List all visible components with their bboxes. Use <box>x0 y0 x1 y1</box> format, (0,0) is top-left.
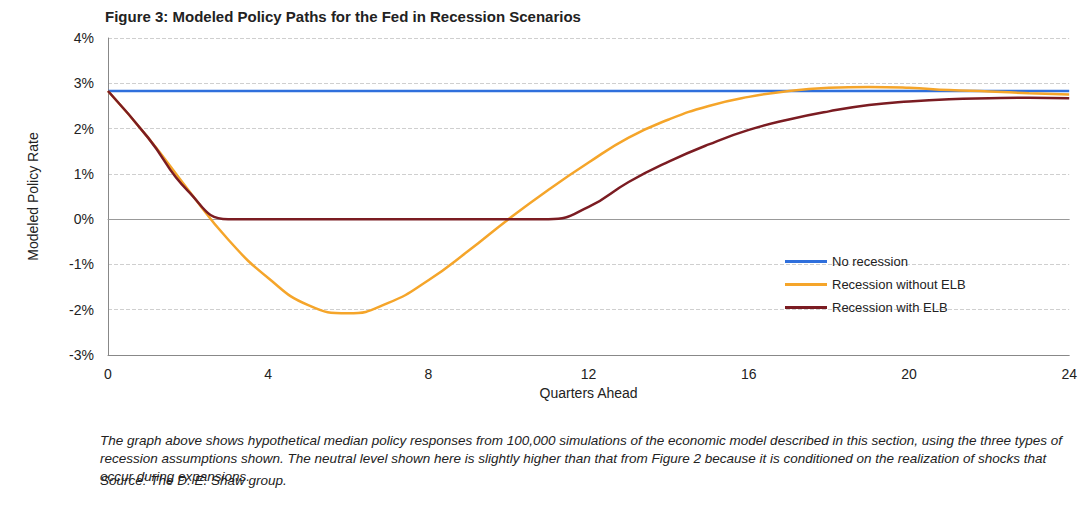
svg-text:4: 4 <box>264 366 272 382</box>
svg-text:No recession: No recession <box>832 254 908 269</box>
html-text:Source: The D. E. Shaw group.: Source: The D. E. Shaw group. <box>100 473 287 488</box>
svg-text:1%: 1% <box>74 166 94 182</box>
svg-text:-1%: -1% <box>69 256 94 272</box>
svg-text:-3%: -3% <box>69 347 94 363</box>
svg-text:8: 8 <box>425 366 433 382</box>
svg-text:-2%: -2% <box>69 302 94 318</box>
svg-text:Recession without ELB: Recession without ELB <box>832 277 966 292</box>
html-text:The graph above shows hypothet: The graph above shows hypothetical media… <box>100 433 1062 484</box>
svg-text:Figure 3: Modeled Policy Paths: Figure 3: Modeled Policy Paths for the F… <box>105 8 581 25</box>
svg-text:16: 16 <box>741 366 757 382</box>
svg-text:20: 20 <box>901 366 917 382</box>
svg-text:Recession with ELB: Recession with ELB <box>832 300 948 315</box>
svg-text:0%: 0% <box>74 211 94 227</box>
svg-text:Quarters Ahead: Quarters Ahead <box>540 385 638 401</box>
svg-text:4%: 4% <box>74 30 94 46</box>
svg-text:0: 0 <box>104 366 112 382</box>
svg-text:3%: 3% <box>74 75 94 91</box>
svg-text:12: 12 <box>581 366 597 382</box>
svg-text:24: 24 <box>1061 366 1077 382</box>
svg-text:Modeled Policy Rate: Modeled Policy Rate <box>25 132 41 261</box>
svg-text:2%: 2% <box>74 121 94 137</box>
